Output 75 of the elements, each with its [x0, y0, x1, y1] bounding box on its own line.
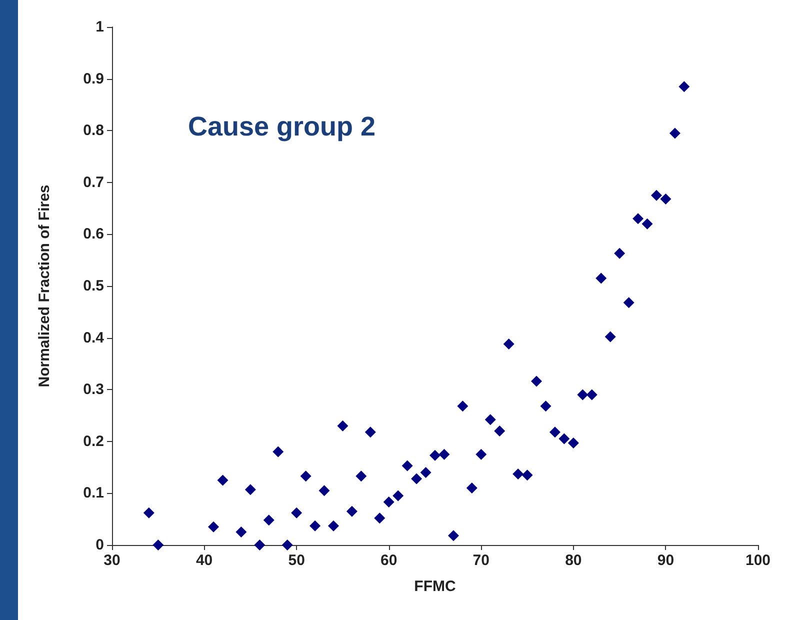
y-tick-label: 0: [96, 536, 104, 554]
point: [660, 193, 672, 204]
y-tick-label: 0.8: [83, 122, 104, 140]
y-tick-label: 0.1: [83, 484, 104, 502]
point: [540, 400, 552, 412]
x-tick-label: 30: [104, 552, 120, 569]
point: [328, 520, 339, 532]
point: [263, 514, 274, 526]
point: [522, 470, 533, 481]
point: [494, 426, 506, 437]
x-axis-title: FFMC: [414, 578, 456, 595]
point: [577, 389, 588, 400]
point: [604, 331, 616, 342]
point: [383, 496, 394, 508]
y-tick-label: 0.2: [83, 432, 104, 450]
point: [669, 128, 680, 139]
x-tick-label: 60: [380, 552, 398, 569]
point: [300, 470, 312, 482]
y-tick-label: 0.5: [83, 278, 104, 294]
y-axis-title: Normalized Fraction of Fires: [36, 184, 53, 388]
point: [568, 437, 579, 448]
point: [420, 466, 432, 478]
text: Cause group 2: [188, 112, 376, 142]
point: [254, 540, 266, 550]
point: [586, 389, 598, 400]
point: [318, 485, 330, 496]
y-tick-label: 0.6: [83, 226, 104, 243]
point: [402, 460, 413, 472]
point: [236, 526, 247, 538]
point: [650, 190, 662, 201]
y-tick-label: 0.7: [83, 174, 104, 191]
point: [143, 507, 154, 518]
point: [291, 507, 302, 518]
x-tick-label: 50: [288, 552, 305, 569]
x-tick-label: 80: [565, 552, 582, 569]
point: [392, 490, 404, 502]
x-tick-label: 100: [745, 552, 771, 569]
x-tick-label: 70: [472, 552, 490, 569]
point: [503, 338, 514, 350]
point: [411, 473, 422, 484]
point: [430, 450, 440, 461]
point: [457, 400, 468, 412]
y-tick-label: 0.9: [83, 70, 104, 88]
y-tick-label: 0.3: [83, 381, 104, 398]
point: [632, 213, 644, 224]
point: [272, 446, 284, 458]
point: [466, 482, 478, 494]
point: [549, 426, 560, 438]
point: [596, 272, 607, 284]
point: [642, 218, 653, 230]
y-tick-label: 0.4: [83, 329, 105, 346]
point: [356, 470, 367, 482]
point: [337, 420, 348, 432]
point: [217, 474, 228, 486]
point: [282, 540, 293, 550]
point: [346, 506, 358, 517]
point: [364, 426, 376, 438]
point: [623, 297, 634, 308]
point: [614, 248, 626, 259]
point: [152, 540, 164, 550]
point: [244, 484, 256, 496]
point: [484, 414, 496, 426]
point: [476, 448, 487, 460]
point: [448, 530, 459, 542]
point: [438, 448, 450, 460]
point: [512, 468, 524, 480]
y-tick-label: 1: [96, 18, 104, 36]
x-tick-label: 90: [657, 552, 674, 569]
point: [374, 512, 386, 524]
point: [678, 81, 690, 92]
x-tick-label: 40: [196, 552, 213, 569]
point: [558, 433, 570, 444]
point: [531, 376, 542, 387]
point: [310, 520, 321, 532]
point: [208, 521, 220, 532]
